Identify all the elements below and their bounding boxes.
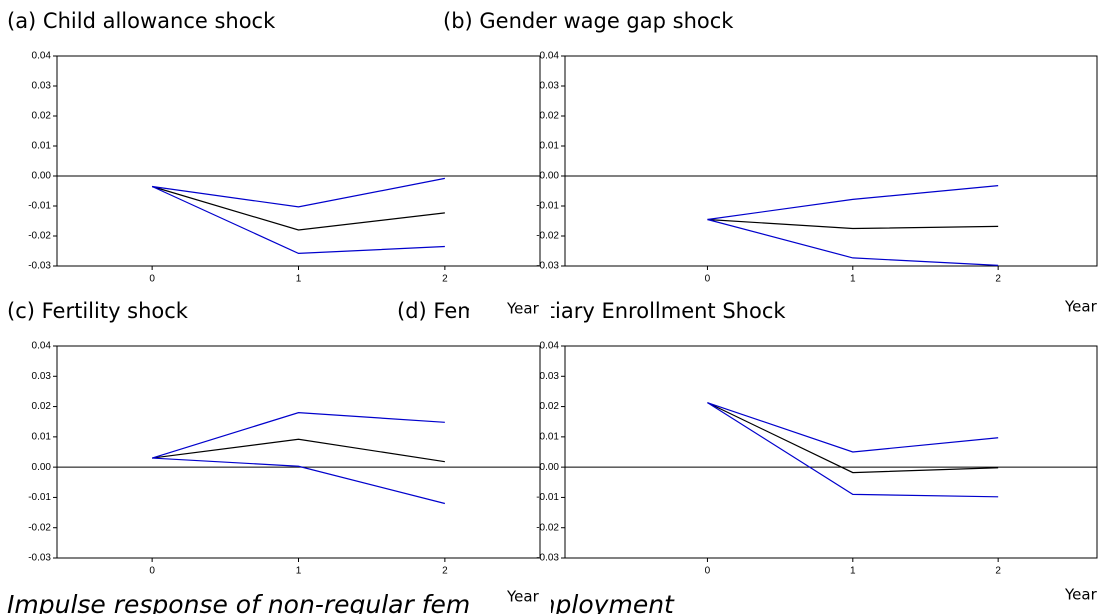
y-tick-label: -0.03	[28, 553, 51, 564]
x-tick-label: 1	[296, 566, 302, 577]
label-backdrop	[469, 296, 551, 326]
line-series	[707, 402, 999, 498]
line-series	[707, 185, 999, 221]
x-tick-label: 0	[705, 566, 711, 577]
label-backdrop	[469, 584, 551, 614]
plot-frame	[564, 345, 1098, 559]
line-series	[152, 457, 446, 505]
y-tick-label: -0.01	[28, 492, 51, 503]
y-tick-label: -0.02	[536, 522, 559, 533]
y-tick-label: 0.02	[540, 111, 560, 122]
caption: Impulse response of non-regular female e…	[7, 590, 675, 614]
line-series	[707, 218, 999, 266]
y-tick-label: 0.01	[540, 431, 560, 442]
line-series	[151, 185, 445, 231]
y-tick-label: -0.03	[536, 553, 559, 564]
y-tick-label: 0.04	[32, 341, 52, 352]
y-tick-label: -0.01	[28, 201, 51, 212]
y-tick-label: 0.03	[540, 371, 560, 382]
plot-frame	[564, 55, 1098, 267]
y-tick-label: -0.03	[536, 261, 559, 272]
y-tick-label: 0.04	[540, 51, 560, 62]
y-tick-label: 0.04	[540, 341, 560, 352]
y-tick-label: 0.02	[540, 401, 560, 412]
line-series	[152, 177, 445, 208]
x-tick-label: 1	[850, 566, 856, 577]
plot-frame	[56, 345, 541, 559]
y-tick-label: 0.03	[540, 81, 560, 92]
y-tick-label: 0.01	[32, 431, 52, 442]
x-axis-label: Year	[506, 588, 540, 606]
y-tick-label: -0.02	[28, 231, 51, 242]
y-tick-label: -0.02	[536, 231, 559, 242]
x-tick-label: 1	[296, 274, 302, 285]
x-tick-label: 1	[850, 274, 856, 285]
y-tick-label: 0.02	[32, 111, 52, 122]
y-tick-label: 0.03	[32, 81, 52, 92]
line-series	[707, 402, 999, 453]
y-tick-label: 0.02	[32, 401, 52, 412]
y-tick-label: -0.01	[536, 492, 559, 503]
label-backdrop	[1027, 582, 1100, 612]
x-tick-label: 0	[705, 274, 711, 285]
x-tick-label: 2	[995, 566, 1001, 577]
panel-title: (a) Child allowance shock	[7, 9, 276, 33]
y-tick-label: 0.00	[540, 171, 560, 182]
x-axis-label: Year	[1064, 298, 1098, 316]
line-series	[151, 185, 445, 255]
y-tick-label: 0.01	[32, 141, 52, 152]
y-tick-label: 0.00	[540, 462, 560, 473]
line-series	[152, 438, 445, 463]
x-tick-label: 2	[995, 274, 1001, 285]
y-tick-label: -0.01	[536, 201, 559, 212]
y-tick-label: 0.00	[32, 462, 52, 473]
line-series	[707, 218, 999, 230]
line-series	[707, 402, 999, 474]
panel-title: (c) Fertility shock	[7, 299, 189, 323]
label-backdrop	[1027, 294, 1100, 324]
x-tick-label: 2	[442, 566, 448, 577]
line-series	[151, 412, 445, 459]
y-tick-label: 0.00	[32, 171, 52, 182]
y-tick-label: 0.03	[32, 371, 52, 382]
x-tick-label: 0	[149, 566, 155, 577]
plot-frame	[56, 55, 541, 267]
y-tick-label: 0.04	[32, 51, 52, 62]
x-axis-label: Year	[1064, 586, 1098, 604]
x-axis-label: Year	[506, 300, 540, 318]
y-tick-label: -0.03	[28, 261, 51, 272]
x-tick-label: 0	[149, 274, 155, 285]
y-tick-label: -0.02	[28, 522, 51, 533]
panel-title: (d) Female Tertiary Enrollment Shock	[397, 299, 786, 323]
y-tick-label: 0.01	[540, 141, 560, 152]
panel-title: (b) Gender wage gap shock	[443, 9, 734, 33]
x-tick-label: 2	[442, 274, 448, 285]
